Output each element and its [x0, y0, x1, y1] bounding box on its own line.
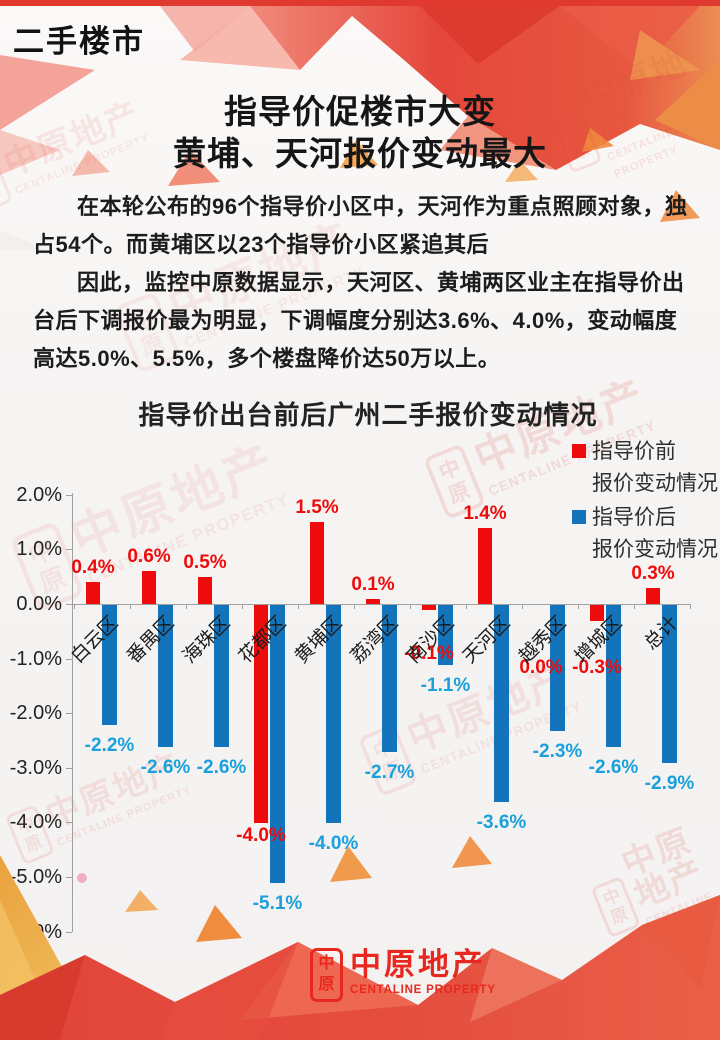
logo-subname: CENTALINE PROPERTY — [350, 984, 496, 997]
paragraph-1: 在本轮公布的96个指导价小区中，天河作为重点照顾对象，独占54个。而黄埔区以23… — [33, 194, 688, 257]
value-label-after-6: -1.1% — [420, 675, 471, 697]
y-tick-label: 1.0% — [16, 538, 62, 561]
y-tick — [66, 877, 72, 878]
value-label-before-3: -4.0% — [236, 825, 286, 847]
y-tick — [66, 767, 72, 769]
value-label-before-1: 0.6% — [127, 546, 171, 568]
value-label-after-1: -2.6% — [140, 756, 191, 778]
bar-after-5 — [382, 605, 397, 753]
y-tick — [66, 549, 72, 551]
bar-after-9 — [606, 605, 621, 747]
y-tick-label: -4.0% — [9, 811, 62, 834]
bar-before-9 — [590, 605, 604, 622]
y-tick — [66, 931, 72, 933]
value-label-before-6: -0.1% — [404, 643, 454, 664]
y-tick-label: -2.0% — [9, 702, 62, 725]
legend-item-after: 指导价后 报价变动情况 — [572, 502, 720, 566]
value-label-before-0: 0.4% — [71, 557, 115, 579]
x-tick — [521, 604, 523, 609]
value-label-before-7: 1.4% — [463, 502, 507, 524]
x-tick — [185, 604, 187, 609]
value-label-after-0: -2.2% — [84, 735, 135, 757]
centaline-logo: 中原 中原地产 CENTALINE PROPERTY — [310, 947, 496, 1002]
bar-before-0 — [86, 582, 100, 604]
x-tick — [633, 604, 635, 609]
centaline-seal-icon: 中原 — [310, 948, 343, 1002]
value-label-after-2: -2.6% — [196, 756, 247, 778]
value-label-before-10: 0.3% — [631, 562, 675, 584]
x-tick — [353, 604, 355, 609]
chart-title: 指导价出台前后广州二手报价变动情况 — [138, 400, 598, 430]
legend-swatch-blue — [572, 510, 586, 524]
value-label-after-10: -2.9% — [644, 773, 695, 795]
x-axis-zero-line — [72, 604, 690, 605]
bar-after-4 — [326, 605, 341, 824]
value-label-before-5: 0.1% — [351, 573, 395, 595]
legend-item-before: 指导价前 报价变动情况 — [572, 436, 720, 500]
y-tick — [66, 822, 72, 824]
x-tick — [409, 604, 411, 609]
value-label-after-9: -2.6% — [588, 756, 639, 778]
value-label-before-9: -0.3% — [572, 657, 622, 678]
y-tick — [66, 494, 72, 496]
value-label-before-8: 0.0% — [519, 657, 563, 678]
x-tick — [297, 604, 299, 609]
y-tick-label: -6.0% — [9, 920, 62, 943]
bar-before-4 — [310, 522, 324, 604]
x-tick — [465, 604, 467, 609]
bar-before-1 — [142, 571, 156, 604]
bar-after-7 — [494, 605, 509, 802]
bar-before-2 — [198, 576, 212, 604]
value-label-after-3: -5.1% — [252, 893, 303, 915]
x-tick — [689, 604, 691, 609]
y-tick-label: 2.0% — [16, 483, 62, 506]
bar-before-3 — [254, 605, 268, 824]
y-tick-label: -3.0% — [9, 756, 62, 779]
bar-after-0 — [102, 605, 117, 726]
x-tick — [241, 604, 243, 609]
y-axis-line — [72, 493, 73, 932]
logo-name: 中原地产 — [350, 947, 486, 982]
value-label-after-5: -2.7% — [364, 762, 415, 784]
bar-before-5 — [366, 598, 380, 604]
paragraph-2: 因此，监控中原数据显示，天河区、黄埔两区业主在指导价出台后下调报价最为明显，下调… — [33, 270, 685, 371]
x-tick — [129, 604, 131, 609]
bar-after-8 — [550, 605, 565, 731]
page-title-line2: 黄埔、天河报价变动最大 — [173, 135, 547, 172]
y-tick — [66, 713, 72, 715]
value-label-after-7: -3.6% — [476, 811, 527, 833]
chart-legend: 指导价前 报价变动情况 指导价后 报价变动情况 — [572, 436, 720, 568]
x-tick — [73, 604, 75, 609]
bar-before-10 — [646, 587, 660, 604]
section-banner: 二手楼市 — [13, 24, 145, 59]
value-label-after-4: -4.0% — [308, 833, 359, 855]
y-tick-label: -1.0% — [9, 647, 62, 670]
bar-after-3 — [270, 605, 285, 884]
bar-after-1 — [158, 605, 173, 747]
page-title-line1: 指导价促楼市大变 — [224, 93, 496, 130]
x-tick — [577, 604, 579, 609]
y-tick — [66, 604, 72, 605]
legend-swatch-red — [572, 444, 586, 458]
value-label-before-4: 1.5% — [295, 497, 339, 519]
y-tick-label: 0.0% — [16, 593, 62, 615]
bar-after-6 — [438, 605, 453, 666]
value-label-after-8: -2.3% — [532, 740, 583, 762]
bar-before-6 — [422, 605, 436, 611]
y-tick-label: -5.0% — [9, 866, 62, 888]
bar-before-7 — [478, 527, 492, 604]
bar-after-10 — [662, 605, 677, 764]
bar-after-2 — [214, 605, 229, 747]
value-label-before-2: 0.5% — [183, 551, 227, 573]
y-tick — [66, 658, 72, 660]
